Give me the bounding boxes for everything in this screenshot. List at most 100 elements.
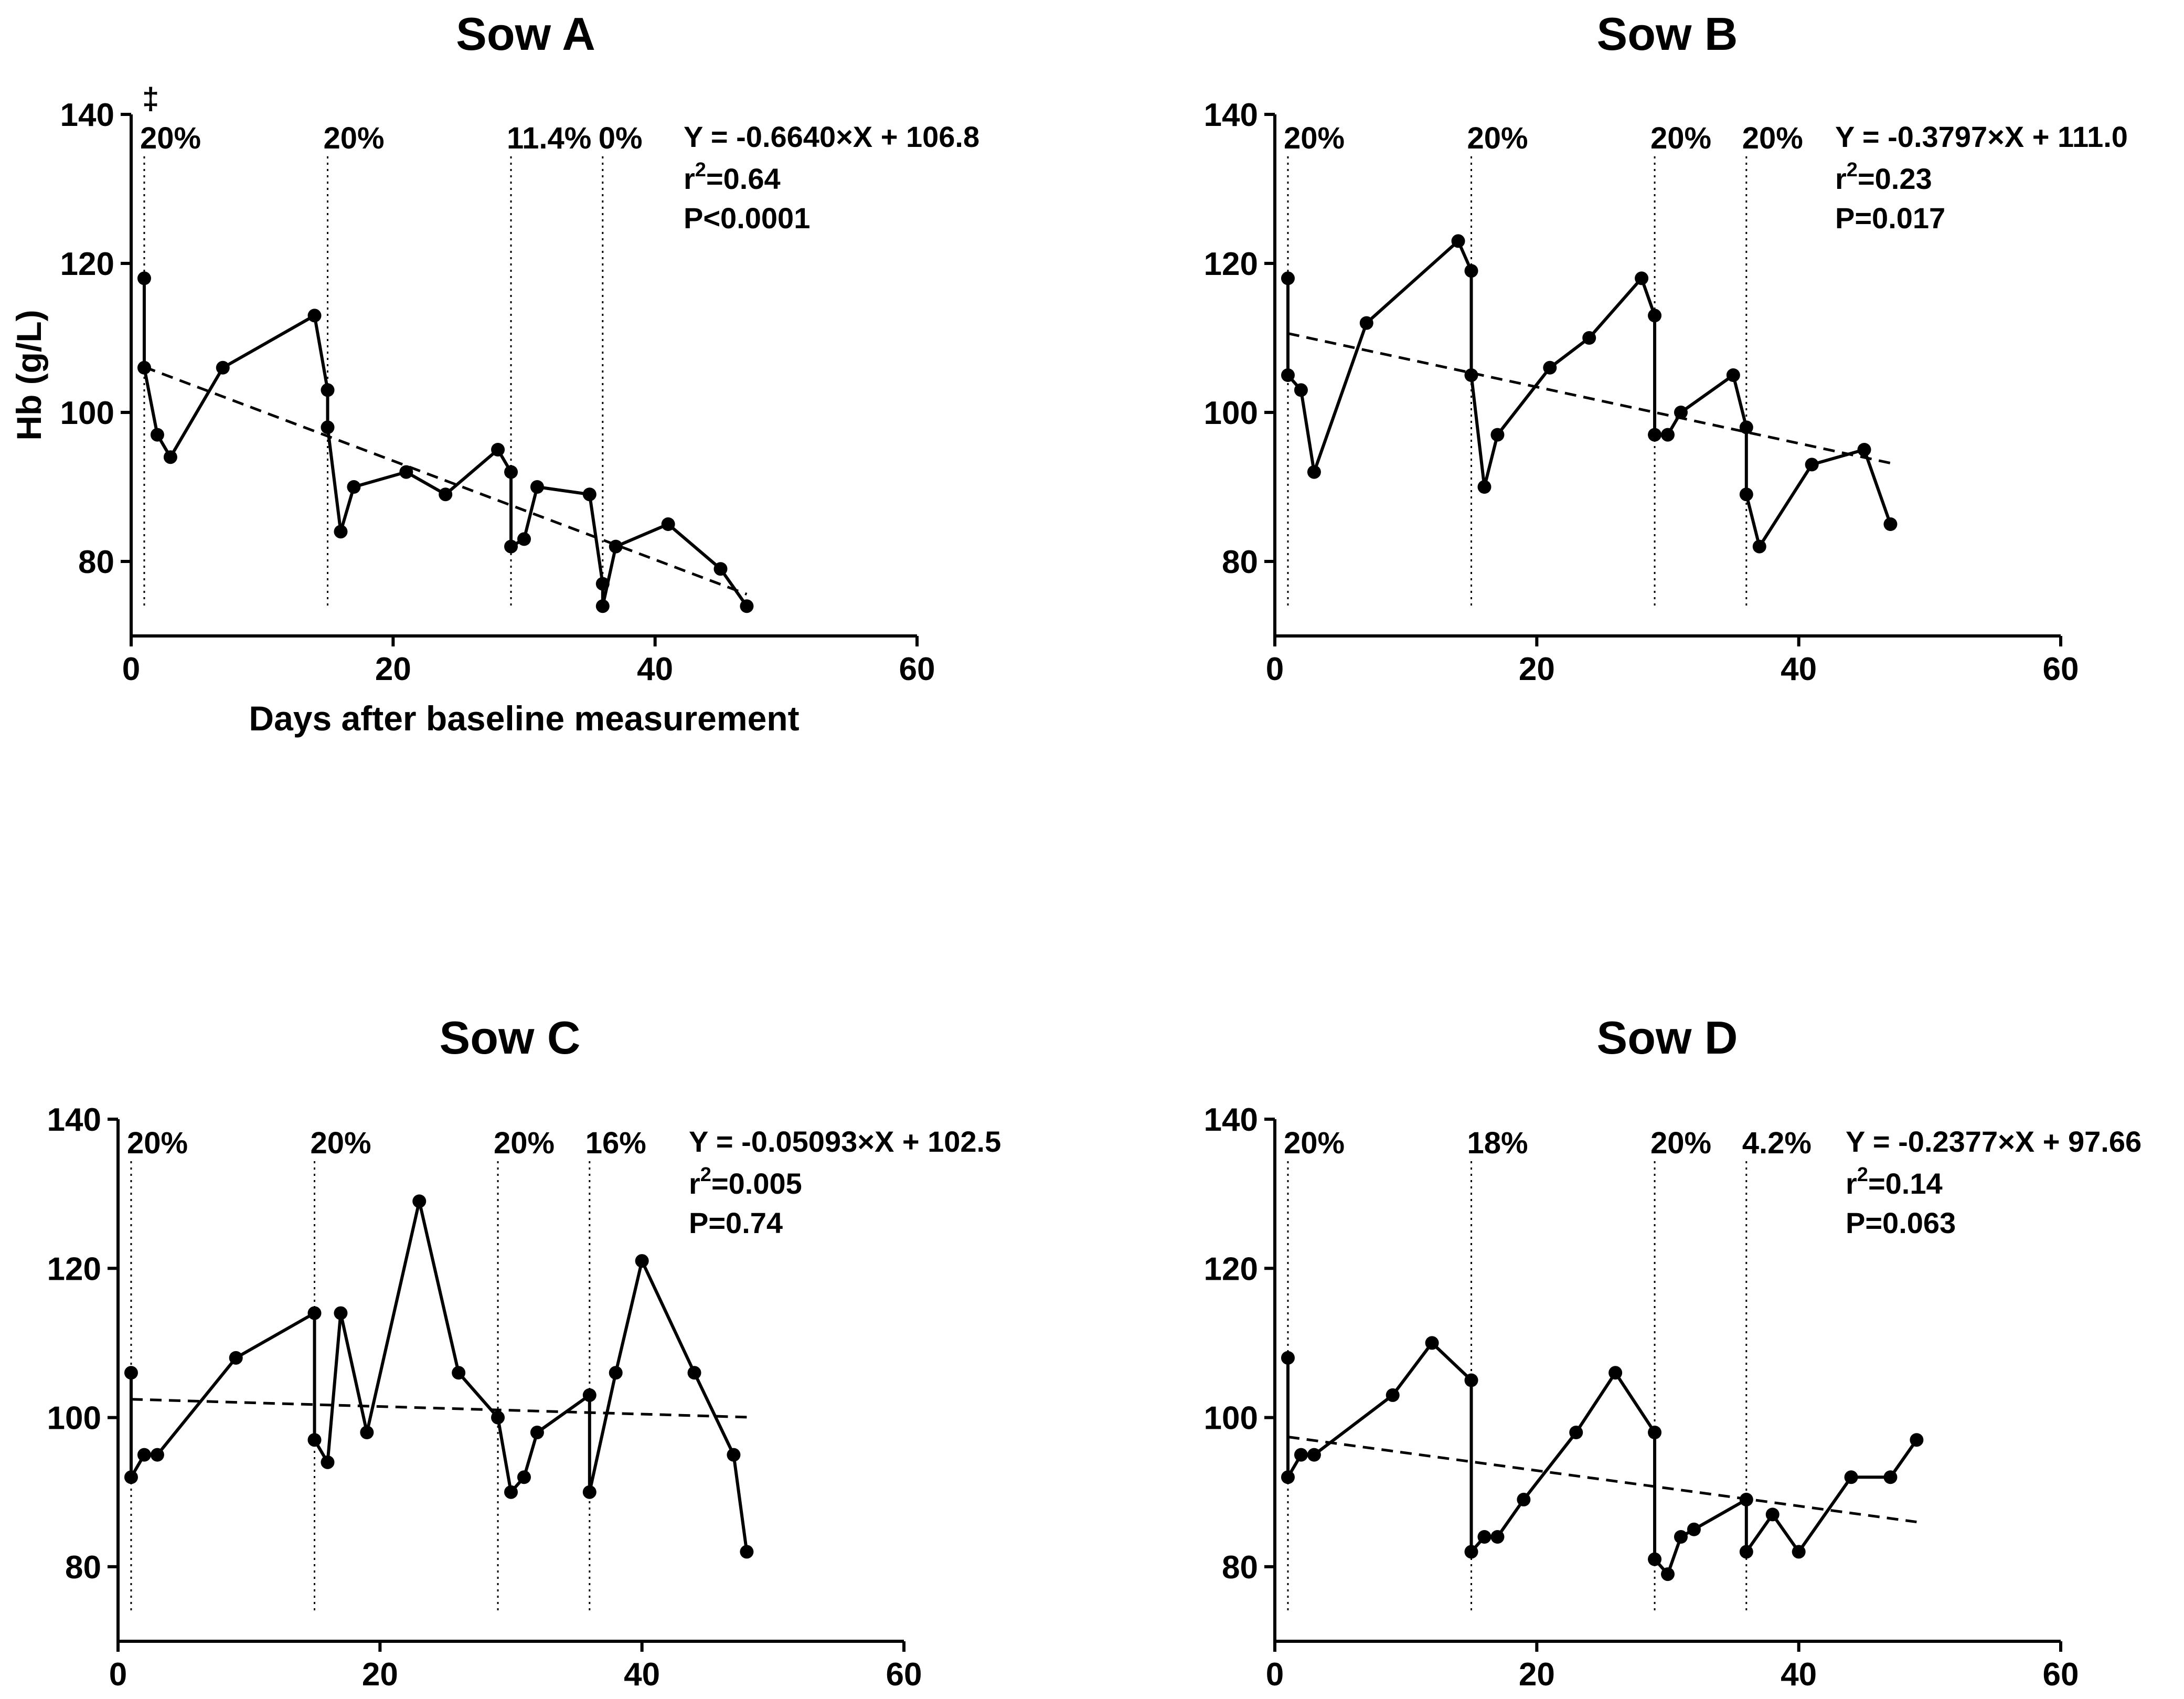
data-point bbox=[491, 443, 505, 456]
r-squared-symbol: r bbox=[1846, 1167, 1857, 1200]
bleed-percent-label: 20% bbox=[140, 121, 201, 155]
regression-line bbox=[1287, 1436, 1917, 1524]
data-point bbox=[1674, 406, 1688, 419]
data-point bbox=[1726, 368, 1740, 382]
data-point bbox=[150, 1448, 164, 1462]
data-point bbox=[1490, 1530, 1505, 1544]
data-point bbox=[582, 1388, 596, 1402]
bleed-percent-label: 20% bbox=[1742, 121, 1803, 155]
data-point bbox=[1451, 234, 1465, 248]
y-tick-label: 80 bbox=[1222, 544, 1258, 580]
x-tick-label: 40 bbox=[1781, 1656, 1817, 1693]
y-tick-label: 120 bbox=[1204, 1251, 1258, 1287]
p-value: P=0.74 bbox=[689, 1206, 783, 1239]
data-point bbox=[1857, 443, 1871, 456]
y-tick-label: 140 bbox=[1204, 1102, 1258, 1138]
bleed-percent-label: 11.4% bbox=[507, 121, 591, 155]
y-tick-label: 140 bbox=[1204, 97, 1258, 133]
y-tick-label: 100 bbox=[1204, 1400, 1258, 1437]
data-point bbox=[1792, 1545, 1806, 1559]
data-point bbox=[609, 539, 623, 554]
regression-equation: Y = -0.6640×X + 106.8 bbox=[684, 120, 979, 153]
data-point bbox=[307, 1433, 322, 1447]
data-point bbox=[163, 450, 177, 464]
data-point bbox=[530, 480, 544, 494]
data-point bbox=[1648, 309, 1662, 323]
x-tick-label: 60 bbox=[886, 1656, 922, 1693]
y-tick-label: 100 bbox=[47, 1400, 101, 1437]
data-point bbox=[1648, 1426, 1662, 1439]
data-point bbox=[1752, 539, 1766, 554]
data-point bbox=[1883, 517, 1898, 531]
data-point bbox=[1386, 1388, 1400, 1402]
x-tick-label: 20 bbox=[1519, 651, 1555, 687]
bleed-percent-label: 20% bbox=[1467, 121, 1528, 155]
data-point bbox=[582, 487, 596, 502]
data-point bbox=[229, 1351, 243, 1365]
regression-line bbox=[1287, 332, 1891, 465]
bleed-percent-label: 20% bbox=[311, 1126, 371, 1160]
r-squared: r2=0.005 bbox=[689, 1164, 802, 1200]
data-point bbox=[517, 532, 531, 546]
r-squared-value: =0.23 bbox=[1858, 162, 1932, 195]
p-value: P=0.017 bbox=[1835, 201, 1945, 235]
y-tick-label: 140 bbox=[60, 97, 114, 133]
y-tick-label: 100 bbox=[1204, 395, 1258, 431]
data-point bbox=[1464, 1373, 1478, 1387]
data-point bbox=[1648, 1552, 1662, 1566]
bleed-percent-label: 16% bbox=[585, 1126, 646, 1160]
data-point bbox=[1281, 271, 1295, 285]
data-point bbox=[137, 1448, 151, 1462]
x-tick-label: 20 bbox=[375, 651, 411, 687]
regression-line bbox=[144, 366, 748, 596]
chart-title: Sow C bbox=[440, 1012, 581, 1064]
data-point bbox=[1569, 1426, 1583, 1439]
data-point bbox=[1281, 1351, 1295, 1365]
hb-series-line bbox=[142, 278, 748, 608]
data-point bbox=[1739, 487, 1753, 502]
data-point bbox=[1661, 428, 1675, 442]
data-point bbox=[1464, 264, 1478, 278]
r-squared-value: =0.64 bbox=[706, 162, 781, 195]
bleed-percent-label: 20% bbox=[494, 1126, 555, 1160]
bleed-percent-label: 0% bbox=[599, 121, 643, 155]
data-point bbox=[1608, 1366, 1623, 1380]
data-point bbox=[1765, 1507, 1780, 1522]
bleed-percent-label: 20% bbox=[127, 1126, 188, 1160]
data-point bbox=[216, 360, 230, 375]
r-squared-symbol: r bbox=[689, 1167, 700, 1200]
data-point bbox=[1307, 465, 1321, 479]
panel-sow-c: Sow C 80 100 120 140 0 20 40 60 20% 20% 20% 16% Y = -… bbox=[47, 1012, 1002, 1693]
x-tick-label: 0 bbox=[1266, 651, 1284, 687]
hb-series-line bbox=[1286, 239, 1892, 548]
data-point bbox=[661, 517, 675, 531]
r-squared-superscript: 2 bbox=[1857, 1164, 1868, 1186]
r-squared-superscript: 2 bbox=[1847, 159, 1858, 181]
y-axis-label: Hb (g/L) bbox=[9, 310, 48, 440]
data-point bbox=[713, 562, 728, 576]
chart-title: Sow D bbox=[1597, 1012, 1738, 1064]
data-point bbox=[321, 383, 335, 397]
bleed-percent-label: 20% bbox=[1650, 1126, 1711, 1160]
data-point bbox=[1307, 1448, 1321, 1462]
y-tick-label: 140 bbox=[47, 1102, 101, 1138]
x-tick-label: 0 bbox=[122, 651, 140, 687]
x-tick-label: 20 bbox=[362, 1656, 398, 1693]
bleed-percent-label: 20% bbox=[1284, 1126, 1345, 1160]
r-squared-superscript: 2 bbox=[700, 1164, 711, 1186]
r-squared: r2=0.23 bbox=[1835, 159, 1932, 195]
data-point bbox=[1477, 1530, 1491, 1544]
p-value: P=0.063 bbox=[1846, 1206, 1956, 1239]
x-tick-label: 0 bbox=[1266, 1656, 1284, 1693]
panel-sow-d: Sow D 80 100 120 140 0 20 40 60 20% 18% 20% 4.2% Y = … bbox=[1204, 1012, 2142, 1693]
data-point bbox=[439, 487, 453, 502]
data-point bbox=[307, 1306, 322, 1320]
data-point bbox=[1281, 1470, 1295, 1484]
y-tick-label: 100 bbox=[60, 395, 114, 431]
y-tick-label: 80 bbox=[78, 544, 114, 580]
hb-series-line bbox=[129, 1199, 749, 1552]
data-point bbox=[635, 1254, 649, 1268]
r-squared-value: =0.14 bbox=[1868, 1167, 1943, 1200]
data-point bbox=[1464, 1545, 1478, 1559]
p-value: P<0.0001 bbox=[684, 201, 810, 235]
